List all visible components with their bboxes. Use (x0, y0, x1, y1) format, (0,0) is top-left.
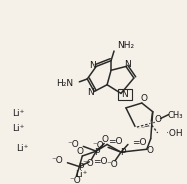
Text: Li⁺: Li⁺ (12, 109, 24, 118)
Text: N: N (122, 90, 128, 99)
Text: O: O (146, 146, 153, 155)
Text: ⁻O: ⁻O (92, 141, 104, 150)
Text: ⁻O: ⁻O (52, 156, 63, 165)
Text: O: O (102, 135, 109, 144)
Bar (118, 89, 132, 100)
Text: Li⁺: Li⁺ (12, 124, 24, 133)
Text: =O: =O (108, 137, 123, 146)
Text: Li⁺: Li⁺ (16, 144, 28, 153)
Text: ⁻O: ⁻O (106, 160, 118, 169)
Text: ⁻O: ⁻O (70, 176, 81, 184)
Text: CH₃: CH₃ (168, 111, 183, 120)
Text: ·OH: ·OH (166, 129, 182, 138)
Text: O: O (140, 94, 147, 103)
Text: Li⁺: Li⁺ (75, 170, 88, 179)
Text: P: P (78, 163, 83, 172)
Text: O: O (154, 115, 161, 124)
Text: ⁻O: ⁻O (68, 140, 79, 149)
Text: =O: =O (132, 138, 146, 147)
Text: H₂N: H₂N (56, 79, 73, 88)
Text: NH₂: NH₂ (117, 41, 134, 50)
Text: ⁻O: ⁻O (82, 159, 94, 168)
Text: =O: =O (93, 157, 108, 166)
Text: P: P (94, 148, 100, 157)
Text: N: N (89, 61, 96, 70)
Text: N: N (125, 60, 131, 69)
Text: N: N (87, 88, 94, 97)
Text: O: O (77, 147, 84, 156)
Text: P: P (120, 148, 126, 157)
